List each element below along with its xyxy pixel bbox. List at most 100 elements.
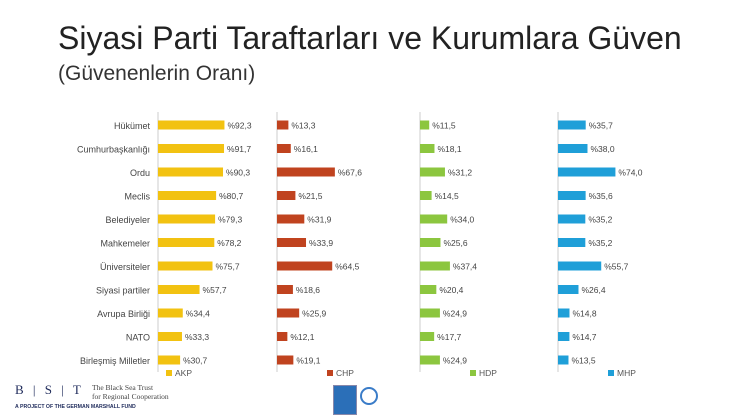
category-label: Meclis — [124, 192, 150, 202]
bar-value-label: %35,2 — [588, 215, 612, 225]
bar-hdp — [420, 191, 432, 200]
bar-value-label: %11,5 — [432, 121, 456, 131]
partner-logo-circle-icon — [360, 387, 378, 405]
bar-value-label: %17,7 — [437, 332, 461, 342]
bar-value-label: %30,7 — [183, 356, 207, 366]
category-label: Belediyeler — [105, 215, 150, 225]
bar-mhp — [558, 167, 616, 177]
bar-value-label: %20,4 — [439, 285, 463, 295]
bar-hdp — [420, 285, 437, 294]
category-label: Siyasi partiler — [96, 286, 150, 296]
bst-tagline: A PROJECT OF THE GERMAN MARSHALL FUND — [15, 404, 136, 410]
bar-akp — [158, 238, 215, 247]
bar-mhp — [558, 238, 586, 247]
bar-value-label: %33,9 — [309, 238, 333, 248]
bar-value-label: %18,1 — [437, 144, 461, 154]
legend-label: MHP — [617, 368, 636, 378]
bar-value-label: %55,7 — [604, 262, 628, 272]
legend-label: AKP — [175, 368, 192, 378]
bar-hdp — [420, 120, 430, 130]
bar-value-label: %35,2 — [588, 238, 612, 248]
bar-value-label: %14,7 — [572, 332, 596, 342]
bar-chp — [277, 332, 288, 341]
bar-hdp — [420, 238, 441, 247]
legend-swatch — [470, 370, 476, 376]
chart-subtitle: (Güvenenlerin Oranı) — [58, 62, 256, 85]
bar-value-label: %18,6 — [296, 285, 320, 295]
legend-swatch — [608, 370, 614, 376]
bar-mhp — [558, 261, 602, 271]
bar-value-label: %78,2 — [217, 238, 241, 248]
bar-hdp — [420, 214, 448, 224]
bar-chp — [277, 144, 291, 153]
bar-chp — [277, 285, 293, 294]
bst-org-name: The Black Sea Trust for Regional Coopera… — [92, 383, 169, 401]
bar-mhp — [558, 355, 569, 365]
category-label: NATO — [126, 333, 150, 343]
bar-value-label: %34,4 — [186, 309, 210, 319]
bar-value-label: %14,5 — [435, 191, 459, 201]
bar-value-label: %92,3 — [227, 121, 251, 131]
bar-value-label: %19,1 — [296, 356, 320, 366]
bar-chp — [277, 120, 289, 130]
category-label: Cumhurbaşkanlığı — [77, 145, 150, 155]
bar-akp — [158, 167, 224, 177]
bar-hdp — [420, 167, 445, 177]
partner-logo-book-icon — [333, 385, 357, 415]
bar-value-label: %35,7 — [589, 121, 613, 131]
bar-akp — [158, 214, 216, 224]
category-label: Birleşmiş Milletler — [80, 356, 150, 366]
bar-value-label: %13,3 — [291, 121, 315, 131]
bar-hdp — [420, 261, 450, 271]
bar-chp — [277, 191, 296, 200]
bar-value-label: %31,9 — [307, 215, 331, 225]
bar-mhp — [558, 285, 579, 294]
bar-value-label: %33,3 — [185, 332, 209, 342]
bar-chp — [277, 214, 305, 224]
bar-chp — [277, 355, 294, 365]
bar-mhp — [558, 214, 586, 224]
category-label: Hükümet — [114, 121, 151, 131]
bar-mhp — [558, 191, 586, 200]
bar-chp — [277, 167, 335, 177]
bar-value-label: %12,1 — [290, 332, 314, 342]
bst-logo: B | S | T The Black Sea Trust for Region… — [12, 382, 282, 414]
bar-akp — [158, 120, 225, 130]
bar-hdp — [420, 355, 440, 365]
bar-akp — [158, 144, 225, 153]
bar-value-label: %64,5 — [335, 262, 359, 272]
bar-mhp — [558, 332, 570, 341]
bar-hdp — [420, 144, 435, 153]
legend-label: HDP — [479, 368, 497, 378]
legend-label: CHP — [336, 368, 354, 378]
bar-value-label: %31,2 — [448, 168, 472, 178]
bar-mhp — [558, 120, 586, 130]
bar-akp — [158, 261, 213, 271]
legend-swatch — [166, 370, 172, 376]
bar-value-label: %21,5 — [298, 191, 322, 201]
category-label: Mahkemeler — [100, 239, 150, 249]
bar-value-label: %24,9 — [443, 356, 467, 366]
bar-hdp — [420, 332, 435, 341]
bar-hdp — [420, 308, 440, 318]
bar-akp — [158, 332, 182, 341]
chart-title: Siyasi Parti Taraftarları ve Kurumlara G… — [58, 20, 682, 56]
bar-value-label: %90,3 — [226, 168, 250, 178]
bar-value-label: %80,7 — [219, 191, 243, 201]
category-label: Ordu — [130, 168, 150, 178]
bar-mhp — [558, 308, 570, 318]
bar-value-label: %25,6 — [443, 238, 467, 248]
bar-value-label: %67,6 — [338, 168, 362, 178]
legend-swatch — [327, 370, 333, 376]
bar-akp — [158, 308, 183, 318]
bar-mhp — [558, 144, 588, 153]
bar-value-label: %38,0 — [590, 144, 614, 154]
bar-value-label: %37,4 — [453, 262, 477, 272]
bst-logo-letters: B | S | T — [15, 382, 84, 397]
bar-value-label: %74,0 — [618, 168, 642, 178]
bar-chp — [277, 308, 300, 318]
bar-value-label: %24,9 — [443, 309, 467, 319]
bar-value-label: %34,0 — [450, 215, 474, 225]
bar-value-label: %57,7 — [203, 285, 227, 295]
bar-value-label: %75,7 — [216, 262, 240, 272]
